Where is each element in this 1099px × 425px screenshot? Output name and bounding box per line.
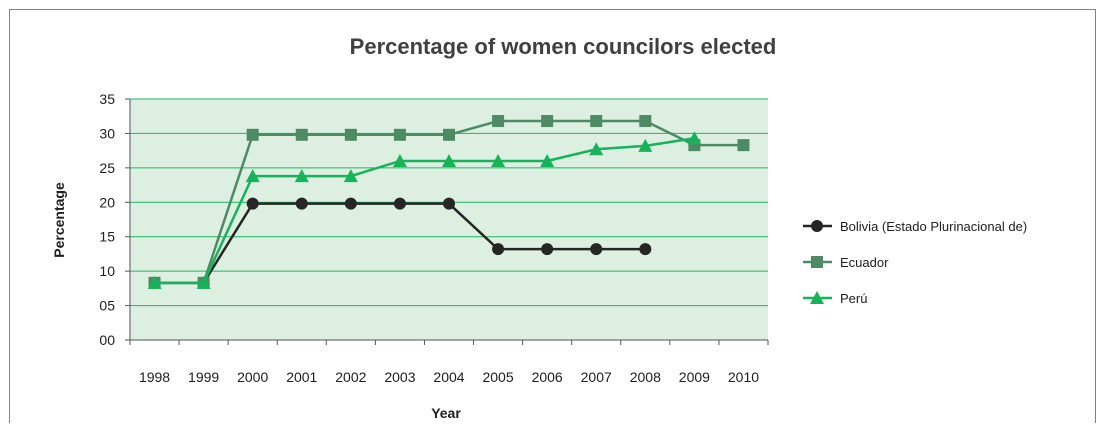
data-point <box>295 128 308 141</box>
x-tick-label: 2009 <box>679 369 710 385</box>
legend-marker <box>811 220 823 232</box>
legend-label: Ecuador <box>840 255 889 270</box>
data-point <box>541 243 554 256</box>
data-point <box>737 139 750 152</box>
data-point <box>443 128 455 141</box>
data-point <box>246 128 259 141</box>
chart-frame <box>9 9 1096 423</box>
data-point <box>294 169 309 183</box>
legend-label: Perú <box>840 291 867 306</box>
x-tick-label: 2001 <box>286 369 317 385</box>
x-tick-label: 2007 <box>581 369 612 385</box>
legend-marker <box>810 291 824 304</box>
y-tick-label: 30 <box>99 125 115 141</box>
data-point <box>393 197 406 210</box>
x-tick-label: 2010 <box>728 369 759 385</box>
data-point <box>590 243 603 256</box>
legend-item: Ecuador <box>803 255 889 270</box>
data-point <box>639 115 652 128</box>
gridlines <box>130 98 768 307</box>
y-tick-label: 10 <box>99 263 115 279</box>
chart-title: Percentage of women councilors elected <box>350 34 777 59</box>
x-tick-label: 1998 <box>139 369 170 385</box>
data-point <box>492 115 505 128</box>
x-tick-label: 2003 <box>384 369 415 385</box>
legend-marker <box>811 256 823 268</box>
data-point <box>392 153 407 167</box>
x-axis-label: Year <box>431 405 461 421</box>
data-point <box>491 153 506 167</box>
x-tick-label: 2008 <box>630 369 661 385</box>
legend-label: Bolivia (Estado Plurinacional de) <box>840 219 1027 234</box>
data-point <box>492 243 505 256</box>
legend: Bolivia (Estado Plurinacional de) Ecuador… <box>803 219 1027 306</box>
y-tick-label: 00 <box>99 332 115 348</box>
x-tick-label: 2004 <box>433 369 464 385</box>
data-point <box>443 197 455 210</box>
data-point <box>639 243 652 256</box>
y-axis-ticks: 00 05 10 15 20 25 30 35 <box>99 91 130 348</box>
data-point <box>343 169 358 183</box>
x-tick-label: 2005 <box>482 369 513 385</box>
axes <box>129 99 768 341</box>
data-point <box>393 128 406 141</box>
data-point <box>344 197 357 210</box>
data-point <box>246 197 259 210</box>
y-tick-label: 35 <box>99 91 115 107</box>
data-point <box>590 115 603 128</box>
x-axis-ticks: 1998 1999 2000 2001 2002 2003 2004 2005 2006 2007… <box>129 340 769 385</box>
data-point <box>295 197 308 210</box>
x-tick-label: 2006 <box>532 369 563 385</box>
data-point <box>540 153 555 167</box>
series-per <box>147 131 702 289</box>
data-point <box>442 153 456 167</box>
data-point <box>687 131 702 145</box>
data-point <box>638 138 653 152</box>
data-point <box>245 169 260 183</box>
y-tick-label: 20 <box>99 194 115 210</box>
data-point <box>344 128 357 141</box>
legend-item: Perú <box>803 291 867 306</box>
x-tick-label: 1999 <box>188 369 219 385</box>
legend-item: Bolivia (Estado Plurinacional de) <box>803 219 1027 234</box>
series-line <box>154 137 695 285</box>
y-tick-label: 25 <box>99 160 115 176</box>
series-group <box>147 115 750 289</box>
data-point <box>196 275 211 289</box>
x-tick-label: 2002 <box>335 369 366 385</box>
y-tick-label: 15 <box>99 229 115 245</box>
data-point <box>589 142 604 156</box>
data-point <box>541 115 554 128</box>
y-axis-label: Percentage <box>51 182 67 258</box>
x-tick-label: 2000 <box>237 369 268 385</box>
data-point <box>147 275 162 289</box>
y-tick-label: 05 <box>99 298 115 314</box>
